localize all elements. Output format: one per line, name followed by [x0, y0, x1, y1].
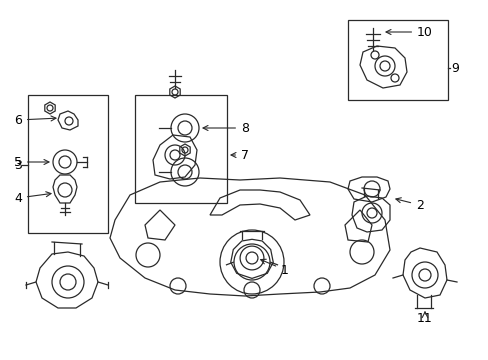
Bar: [135, 95, 226, 203]
Text: 11: 11: [416, 311, 432, 324]
Text: 8: 8: [203, 122, 248, 135]
Bar: [347, 20, 447, 100]
Text: 3: 3: [14, 158, 22, 171]
Bar: [28, 95, 108, 233]
Text: 1: 1: [260, 259, 288, 276]
Text: 2: 2: [395, 198, 423, 212]
Text: 10: 10: [385, 26, 432, 39]
Text: 5: 5: [14, 156, 49, 168]
Text: 7: 7: [230, 149, 248, 162]
Text: 9: 9: [450, 62, 458, 75]
Text: 6: 6: [14, 113, 56, 126]
Text: 4: 4: [14, 192, 51, 204]
